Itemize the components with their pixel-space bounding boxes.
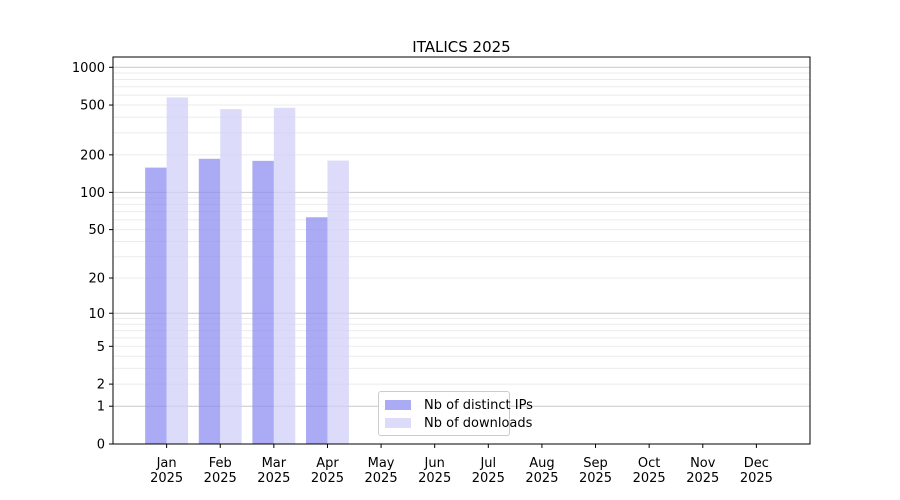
bar-distinct-ips-apr — [306, 217, 328, 444]
bar-downloads-mar — [273, 107, 296, 445]
x-tick-month-label: Dec — [744, 456, 769, 471]
y-tick-label: 50 — [88, 223, 105, 238]
legend-label-distinct-ips: Nb of distinct IPs — [424, 397, 533, 413]
x-tick-year-label: 2025 — [311, 471, 344, 486]
x-tick-year-label: 2025 — [740, 471, 773, 486]
y-tick-label: 200 — [80, 148, 105, 163]
x-tick-year-label: 2025 — [686, 471, 719, 486]
y-tick-label: 20 — [88, 271, 105, 286]
x-tick-month-label: Oct — [638, 456, 660, 471]
x-tick-year-label: 2025 — [579, 471, 612, 486]
x-tick-month-label: Feb — [209, 456, 232, 471]
y-tick-label: 10 — [88, 307, 105, 322]
y-tick-label: 500 — [80, 99, 105, 114]
bar-distinct-ips-feb — [198, 158, 221, 445]
x-tick-year-label: 2025 — [365, 471, 398, 486]
x-tick-year-label: 2025 — [472, 471, 505, 486]
plot-border — [112, 56, 811, 445]
x-tick-month-label: Sep — [583, 456, 608, 471]
y-tick-label: 1 — [97, 400, 105, 415]
legend-item-distinct-ips: Nb of distinct IPs — [385, 397, 533, 413]
x-tick-year-label: 2025 — [204, 471, 237, 486]
bar-distinct-ips-mar — [252, 160, 274, 444]
x-tick-year-label: 2025 — [525, 471, 558, 486]
x-tick-year-label: 2025 — [418, 471, 451, 486]
legend-label-downloads: Nb of downloads — [424, 415, 533, 431]
x-tick-year-label: 2025 — [257, 471, 290, 486]
x-tick-month-label: Aug — [529, 456, 554, 471]
bar-downloads-apr — [327, 160, 349, 445]
y-tick-label: 5 — [97, 340, 105, 355]
bar-downloads-feb — [220, 109, 242, 444]
bar-distinct-ips-jan — [145, 167, 167, 444]
legend: Nb of distinct IPs Nb of downloads — [378, 391, 533, 436]
x-tick-month-label: Apr — [316, 456, 339, 471]
bar-downloads-jan — [166, 97, 189, 444]
y-tick-label: 100 — [80, 186, 105, 201]
y-tick-label: 2 — [97, 378, 105, 393]
x-tick-year-label: 2025 — [150, 471, 183, 486]
x-tick-year-label: 2025 — [633, 471, 666, 486]
legend-swatch-downloads — [385, 418, 411, 428]
chart-title: ITALICS 2025 — [412, 38, 511, 56]
y-tick-label: 0 — [97, 438, 105, 453]
y-tick-label: 1000 — [72, 61, 105, 76]
x-tick-month-label: Jun — [424, 456, 445, 471]
legend-swatch-distinct-ips — [385, 400, 411, 410]
x-tick-month-label: Nov — [690, 456, 716, 471]
x-tick-month-label: Jan — [156, 456, 177, 471]
x-tick-month-label: Mar — [262, 456, 287, 471]
x-tick-month-label: May — [368, 456, 395, 471]
legend-item-downloads: Nb of downloads — [385, 415, 532, 431]
x-tick-month-label: Jul — [479, 456, 496, 471]
